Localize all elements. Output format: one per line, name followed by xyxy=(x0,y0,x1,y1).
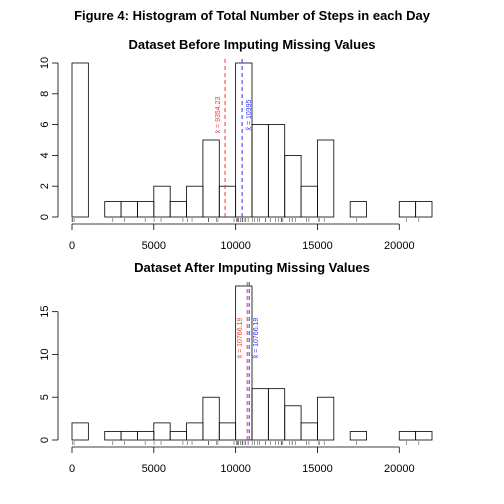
figure-title: Figure 4: Histogram of Total Number of S… xyxy=(74,8,431,23)
median-label: x̃ = 10766.19 xyxy=(253,318,260,359)
histogram-bar xyxy=(317,396,335,441)
histogram-bar xyxy=(120,201,138,218)
histogram-bar xyxy=(415,201,433,218)
y-tick-label: 4 xyxy=(39,152,51,158)
histogram-bar xyxy=(284,405,302,441)
histogram-bar xyxy=(169,431,187,441)
y-tick-label: 10 xyxy=(39,57,51,69)
x-tick-label: 20000 xyxy=(384,463,415,475)
histogram-bar xyxy=(398,431,417,441)
x-tick-label: 10000 xyxy=(220,463,251,475)
x-tick-label: 15000 xyxy=(302,463,333,475)
y-tick-label: 0 xyxy=(39,214,51,220)
histogram-bar xyxy=(415,431,433,441)
x-tick-label: 15000 xyxy=(302,240,333,252)
x-tick-label: 5000 xyxy=(142,463,166,475)
histogram-bar xyxy=(300,185,318,218)
histogram-after-panel: Dataset After Imputing Missing Values 0 5… xyxy=(39,260,433,475)
histogram-bar xyxy=(202,139,220,218)
histogram-bar xyxy=(251,124,269,218)
chart-title-before: Dataset Before Imputing Missing Values xyxy=(128,37,375,52)
histogram-bar xyxy=(137,431,155,441)
histogram-bar xyxy=(398,201,417,218)
y-tick-label: 15 xyxy=(39,306,51,318)
histogram-bar xyxy=(284,154,302,218)
y-tick-label: 2 xyxy=(39,183,51,189)
y-tick-label: 10 xyxy=(39,348,51,360)
histogram-bar xyxy=(202,396,220,441)
histogram-bar xyxy=(137,201,155,218)
histogram-bar xyxy=(153,185,171,218)
y-tick-label: 6 xyxy=(39,122,51,128)
chart-title-after: Dataset After Imputing Missing Values xyxy=(134,260,370,275)
histogram-bar xyxy=(267,388,286,441)
histogram-bar xyxy=(349,201,367,218)
histogram-bar xyxy=(153,422,171,441)
histogram-bar xyxy=(120,431,138,441)
x-tick-label: 20000 xyxy=(384,240,415,252)
histogram-bar xyxy=(300,422,318,441)
mean-label: x̄ = 9354.23 xyxy=(215,97,222,134)
y-tick-label: 8 xyxy=(39,91,51,97)
histogram-bar xyxy=(104,201,122,218)
x-tick-label: 0 xyxy=(69,240,75,252)
histogram-bar xyxy=(71,62,89,218)
histogram-bar xyxy=(218,422,237,441)
y-tick-label: 5 xyxy=(39,394,51,400)
histogram-bar xyxy=(349,431,367,441)
histogram-bar xyxy=(104,431,122,441)
histogram-before-panel: Dataset Before Imputing Missing Values 0… xyxy=(39,37,433,252)
histogram-bar xyxy=(235,285,253,441)
histogram-bar xyxy=(317,139,335,218)
x-tick-label: 5000 xyxy=(142,240,166,252)
y-tick-label: 0 xyxy=(39,437,51,443)
histogram-bar xyxy=(235,62,253,218)
x-tick-label: 10000 xyxy=(220,240,251,252)
histogram-bar xyxy=(218,185,237,218)
histogram-bar xyxy=(186,422,204,441)
mean-label: x̄ = 10766.19 xyxy=(237,318,244,359)
median-label: x̃ = 10395 xyxy=(246,99,253,130)
histogram-bar xyxy=(251,388,269,441)
histogram-bar xyxy=(186,185,204,218)
x-tick-label: 0 xyxy=(69,463,75,475)
histogram-bar xyxy=(169,201,187,218)
histogram-bar xyxy=(71,422,89,441)
histogram-bar xyxy=(267,124,286,218)
